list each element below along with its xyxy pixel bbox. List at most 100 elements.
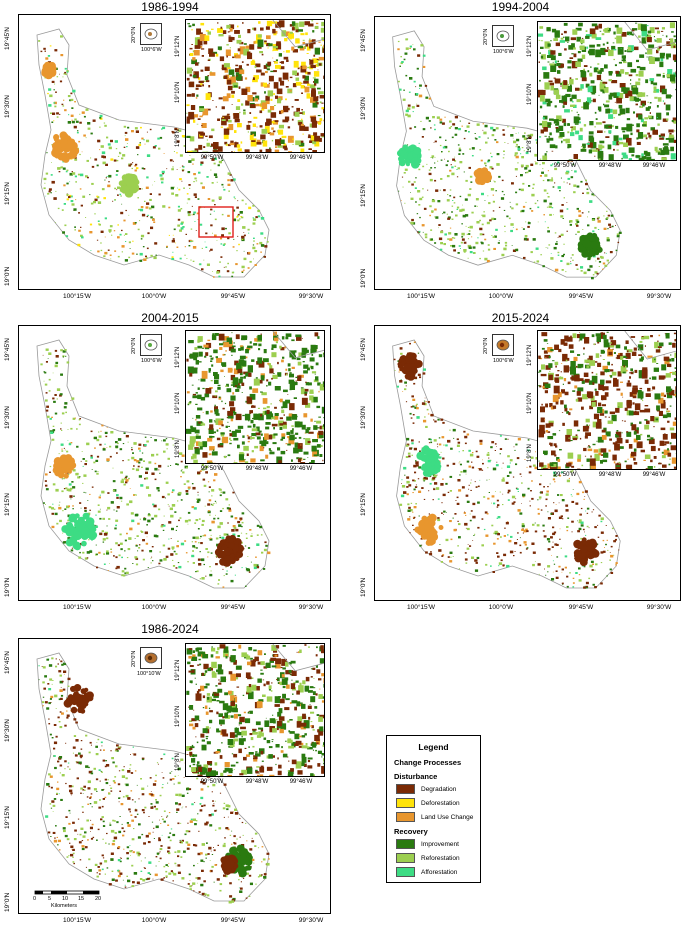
inset-patch — [262, 398, 268, 404]
land-cover-patch — [260, 232, 264, 235]
inset-patch — [313, 396, 318, 403]
panel-title: 1986-1994 — [141, 0, 199, 14]
inset-patch — [203, 40, 207, 43]
land-cover-patch — [77, 243, 81, 247]
land-cover-patch — [112, 467, 114, 469]
land-cover-patch — [110, 501, 114, 504]
land-cover-patch — [241, 525, 243, 528]
land-cover-patch — [245, 203, 247, 205]
land-cover-patch — [501, 190, 504, 193]
inset-patch — [314, 83, 317, 86]
land-cover-patch — [492, 200, 495, 203]
land-cover-patch — [256, 543, 260, 546]
land-cover-patch — [459, 161, 463, 164]
inset-patch — [587, 70, 590, 73]
land-cover-patch — [197, 471, 201, 475]
land-cover-patch — [71, 547, 73, 549]
land-cover-patch — [543, 189, 547, 192]
inset-patch — [254, 40, 259, 44]
land-cover-patch — [430, 167, 433, 169]
land-cover-patch — [195, 180, 198, 182]
inset-patch — [235, 75, 238, 77]
inset-patch — [550, 63, 557, 72]
land-cover-patch — [171, 168, 174, 171]
inset-patch — [190, 105, 196, 110]
inset-patch — [285, 333, 292, 337]
land-cover-patch — [223, 575, 225, 577]
inset-patch — [236, 385, 241, 389]
land-cover-patch — [226, 507, 230, 510]
land-cover-patch — [413, 48, 416, 51]
inset-patch — [638, 98, 641, 101]
land-cover-patch — [180, 208, 183, 210]
land-cover-patch — [406, 480, 410, 484]
land-cover-patch — [61, 103, 64, 106]
inset-patch — [202, 441, 208, 446]
land-cover-patch — [494, 181, 496, 183]
land-cover-patch — [421, 487, 424, 489]
land-cover-patch — [48, 352, 52, 355]
land-cover-patch — [158, 508, 161, 511]
land-cover-patch — [578, 521, 581, 524]
land-cover-patch — [210, 503, 213, 505]
land-cover-patch — [214, 234, 217, 237]
land-cover-patch — [82, 195, 86, 198]
inset-patch — [252, 123, 256, 127]
inset-patch — [255, 435, 257, 437]
land-cover-patch — [70, 498, 72, 500]
inset-patch — [316, 349, 318, 351]
land-cover-patch — [558, 516, 562, 519]
inset-patch — [280, 438, 284, 441]
inset-patch — [225, 49, 231, 56]
inset-patch — [321, 21, 324, 27]
land-cover-patch — [121, 203, 123, 205]
land-cover-patch — [509, 471, 512, 474]
inset-patch — [196, 441, 200, 447]
land-cover-patch — [70, 549, 74, 552]
land-cover-patch — [130, 163, 133, 165]
land-cover-patch — [123, 125, 127, 128]
land-cover-patch — [479, 219, 481, 222]
land-cover-patch — [440, 418, 444, 421]
land-cover-patch — [416, 213, 419, 215]
land-cover-patch — [449, 551, 453, 554]
land-cover-patch — [603, 227, 607, 230]
inset-patch — [632, 87, 639, 95]
inset-patch — [218, 420, 223, 426]
land-cover-patch — [115, 119, 117, 120]
land-cover-patch — [198, 518, 201, 520]
inset-patch — [607, 27, 611, 32]
land-cover-patch — [187, 171, 191, 174]
inset-patch — [302, 65, 307, 70]
land-cover-patch — [86, 557, 89, 559]
land-cover-patch — [512, 137, 514, 139]
land-cover-patch — [548, 540, 551, 543]
inset-patch — [223, 75, 228, 79]
land-cover-patch — [557, 237, 559, 238]
land-cover-patch — [510, 229, 513, 233]
land-cover-patch — [236, 206, 239, 209]
inset-patch — [208, 453, 212, 456]
inset-patch — [539, 123, 544, 126]
inset-patch — [285, 336, 289, 340]
land-cover-patch — [481, 192, 484, 196]
inset-patch — [221, 362, 227, 366]
inset-patch — [283, 389, 288, 393]
inset-patch — [542, 66, 547, 71]
land-cover-patch — [402, 186, 404, 188]
land-cover-patch — [606, 259, 609, 262]
land-cover-patch — [125, 233, 128, 235]
land-cover-patch — [232, 246, 235, 248]
land-cover-patch — [190, 241, 192, 242]
land-cover-patch — [68, 483, 72, 486]
inset-patch — [546, 27, 551, 32]
inset-patch — [585, 34, 592, 37]
land-cover-patch — [131, 456, 135, 460]
inset-patch — [210, 145, 212, 148]
land-cover-patch — [76, 472, 79, 475]
land-cover-patch — [575, 219, 579, 222]
land-cover-patch — [431, 199, 436, 203]
land-cover-patch — [145, 186, 149, 189]
inset-patch — [590, 80, 595, 84]
inset-patch — [309, 38, 311, 41]
